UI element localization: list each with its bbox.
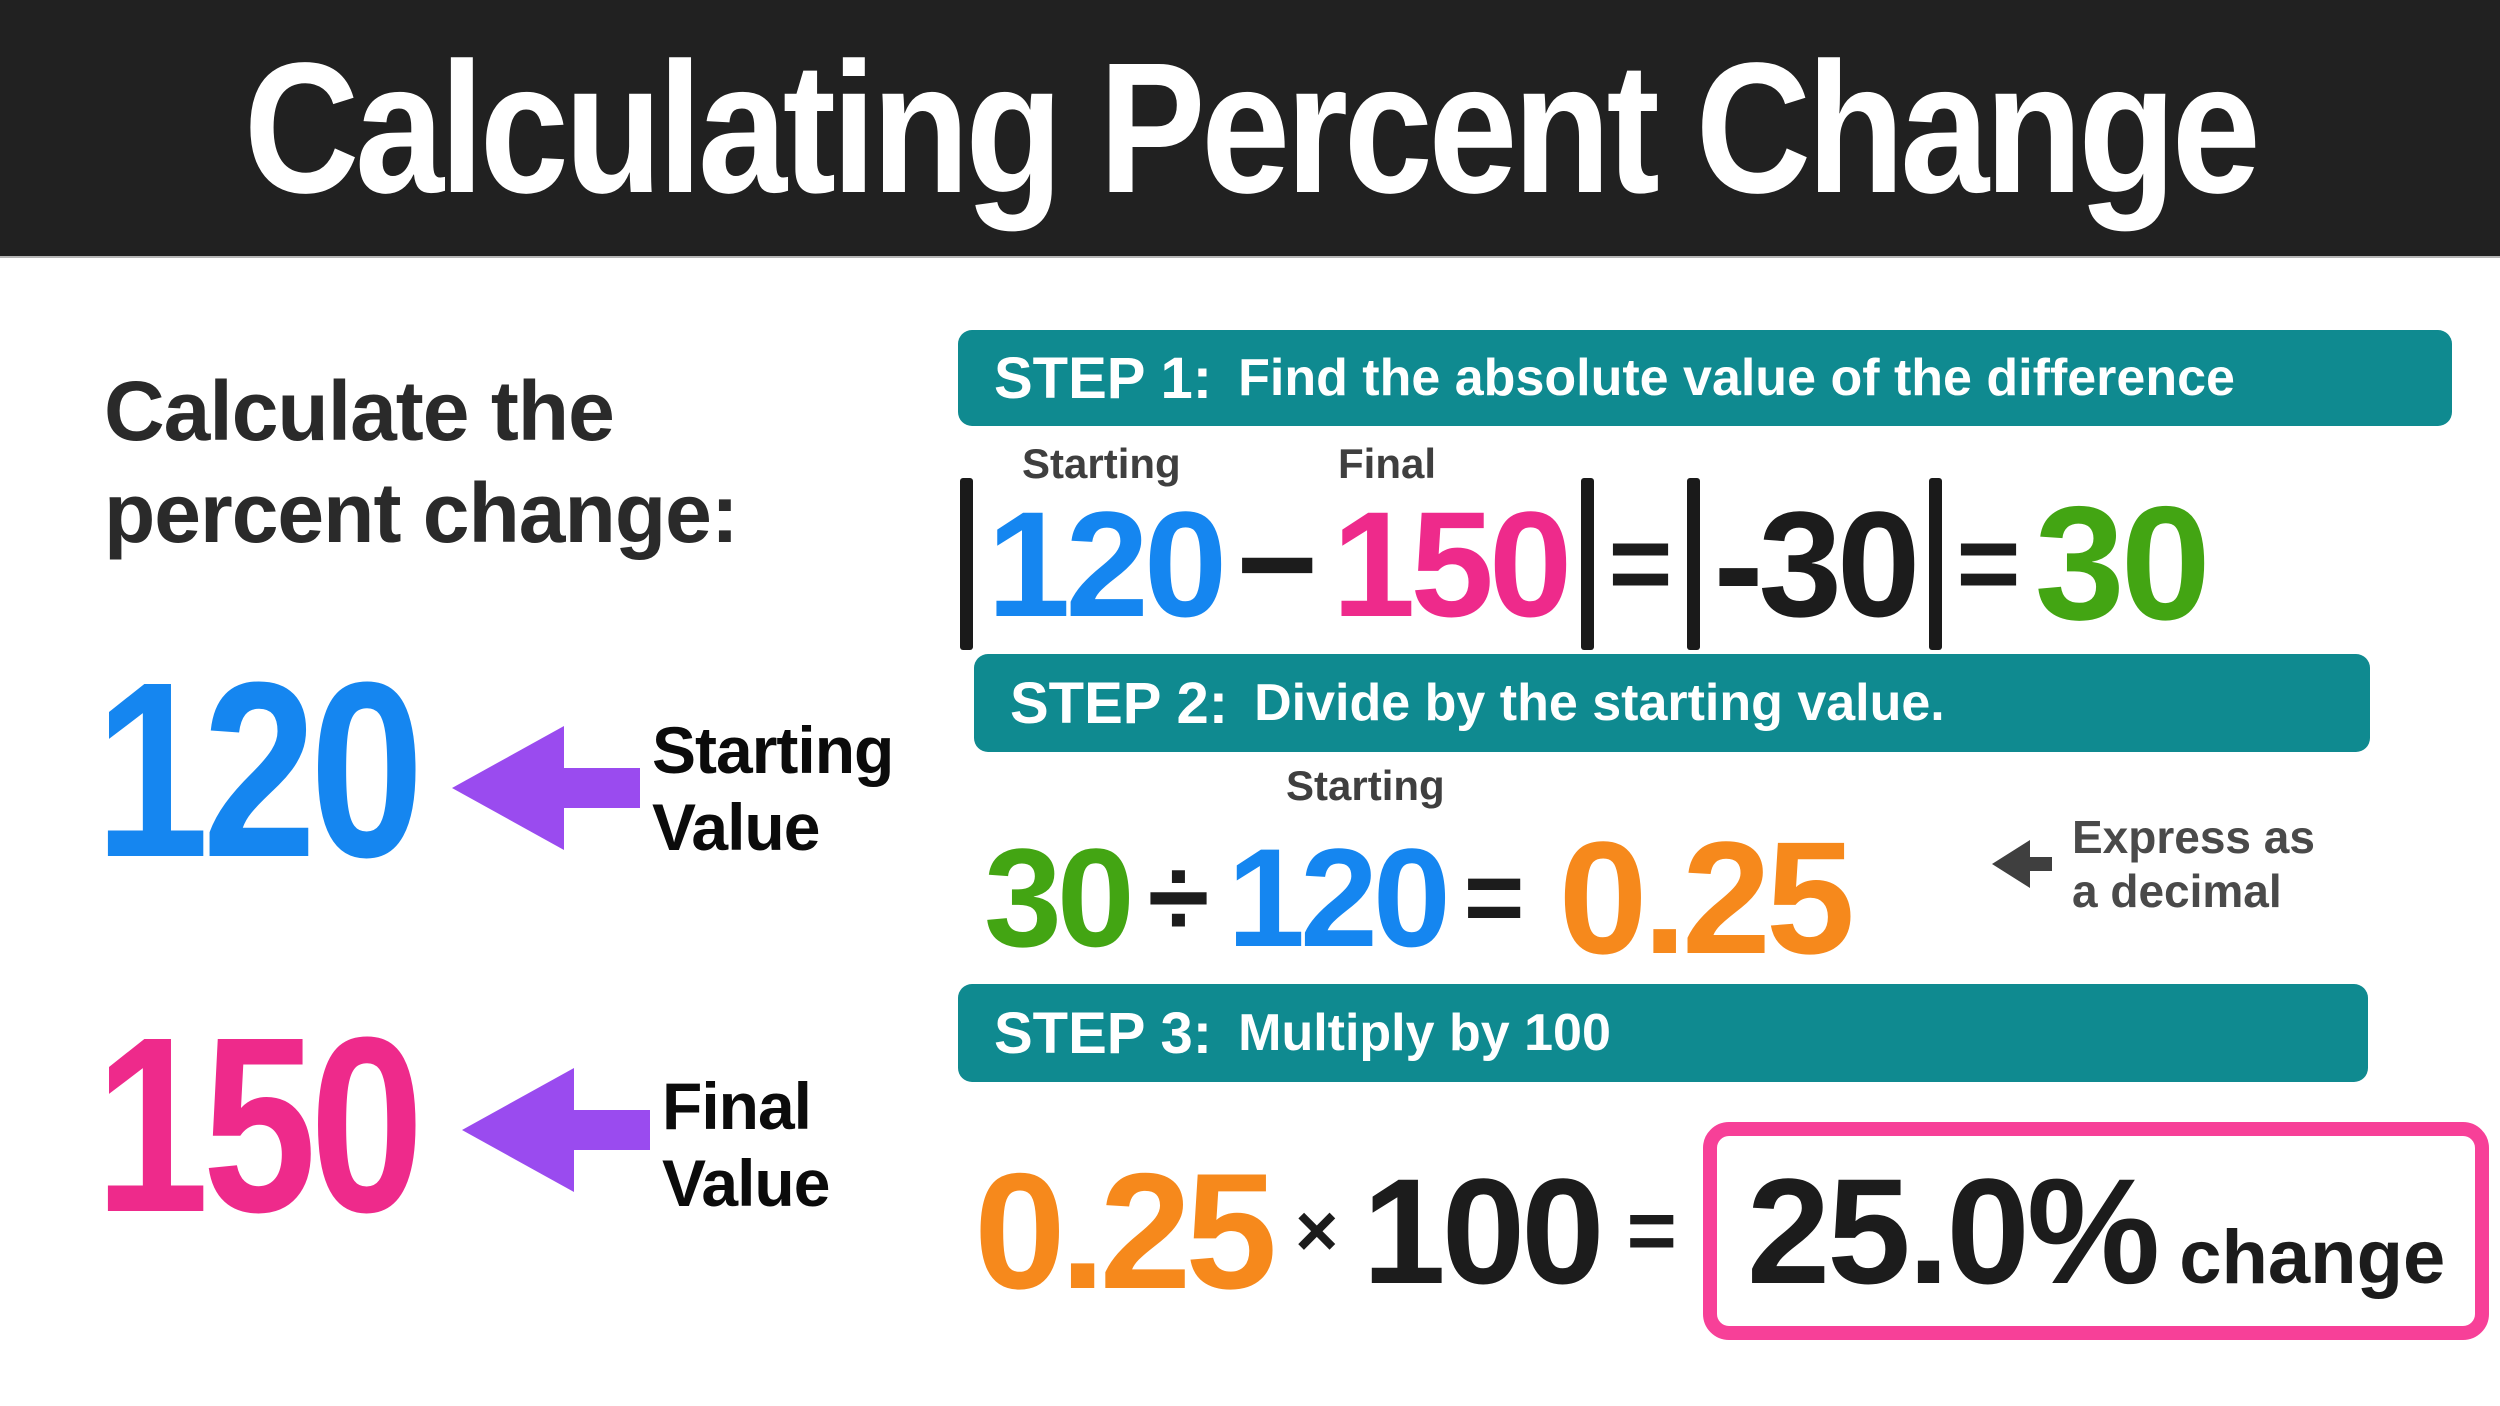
step3-multiplier: 100 xyxy=(1362,1147,1604,1315)
result-percent: 25.0% xyxy=(1746,1147,2160,1315)
left-arrow-icon xyxy=(462,1068,652,1192)
step2-label-starting: Starting xyxy=(1286,762,1445,809)
step1-label-final: Final xyxy=(1338,440,1437,487)
step1-final-value: 150 xyxy=(1332,480,1572,648)
step1-label-starting: Starting xyxy=(1022,440,1181,487)
abs-bar-icon xyxy=(1929,478,1943,650)
arrow-head xyxy=(1992,840,2030,889)
final-value-number: 150 xyxy=(95,985,424,1264)
equals-sign: = xyxy=(1626,1183,1677,1279)
minus-sign: − xyxy=(1236,485,1319,642)
equals-sign: = xyxy=(1463,840,1525,956)
abs-bar-icon xyxy=(1686,478,1700,650)
step3-formula: 0.25 × 100 = 25.0% change xyxy=(974,1122,2490,1340)
final-label-line-2: Value xyxy=(662,1145,830,1220)
result-box: 25.0% change xyxy=(1702,1122,2490,1340)
step1-formula: 120 − 150 = -30 = 30 xyxy=(960,473,2211,654)
note-text: Express as a decimal xyxy=(2072,810,2315,919)
step2-banner: STEP 2: Divide by the starting value. xyxy=(974,654,2370,752)
result-suffix: change xyxy=(2179,1215,2446,1300)
starting-value-label: Starting Value xyxy=(652,712,894,865)
starting-value-number: 120 xyxy=(95,630,424,909)
step1-banner: STEP 1: Find the absolute value of the d… xyxy=(958,330,2452,426)
starting-label-line-1: Starting xyxy=(652,713,894,787)
step2-prefix: STEP 2: xyxy=(1010,670,1229,736)
small-left-arrow-icon xyxy=(1992,840,2054,889)
arrow-head xyxy=(462,1068,574,1192)
left-arrow-icon xyxy=(452,726,642,850)
step3-decimal: 0.25 xyxy=(974,1138,1277,1323)
step2-formula: 30 ÷ 120 = 0.25 xyxy=(984,808,1855,987)
step2-denominator: 120 xyxy=(1227,819,1451,976)
step2-result: 0.25 xyxy=(1558,808,1855,987)
final-value-label: Final Value xyxy=(662,1068,830,1221)
step1-starting-value: 120 xyxy=(987,480,1227,648)
note-line-1: Express as xyxy=(2072,811,2315,863)
note-line-2: a decimal xyxy=(2072,865,2282,918)
abs-bar-icon xyxy=(960,478,973,650)
step3-banner: STEP 3: Multiply by 100 xyxy=(958,984,2368,1082)
prompt-text: Calculate the percent change: xyxy=(104,360,739,565)
arrow-tail xyxy=(560,768,640,808)
arrow-head xyxy=(452,726,564,850)
abs-bar-icon xyxy=(1581,478,1595,650)
header-banner: Calculating Percent Change xyxy=(0,0,2500,258)
equals-sign: = xyxy=(1608,502,1673,625)
arrow-tail xyxy=(570,1110,650,1150)
page-title: Calculating Percent Change xyxy=(243,24,2261,232)
times-sign: × xyxy=(1295,1189,1339,1272)
prompt-line-1: Calculate the xyxy=(104,364,615,458)
starting-label-line-2: Value xyxy=(652,789,820,864)
express-as-decimal-note: Express as a decimal xyxy=(1992,810,2315,919)
equals-sign: = xyxy=(1956,502,2021,625)
final-label-line-1: Final xyxy=(662,1069,812,1143)
step1-prefix: STEP 1: xyxy=(994,345,1213,411)
step3-title: Multiply by 100 xyxy=(1238,1004,1611,1062)
step1-result: 30 xyxy=(2034,473,2211,654)
step2-numerator: 30 xyxy=(984,819,1135,976)
step2-title: Divide by the starting value. xyxy=(1254,674,1945,732)
step1-signed-result: -30 xyxy=(1713,480,1921,648)
step3-prefix: STEP 3: xyxy=(994,1000,1213,1066)
arrow-tail xyxy=(2028,857,2052,872)
divide-sign: ÷ xyxy=(1147,835,1210,960)
prompt-line-2: percent change: xyxy=(104,466,739,561)
step1-title: Find the absolute value of the differenc… xyxy=(1238,349,2235,407)
